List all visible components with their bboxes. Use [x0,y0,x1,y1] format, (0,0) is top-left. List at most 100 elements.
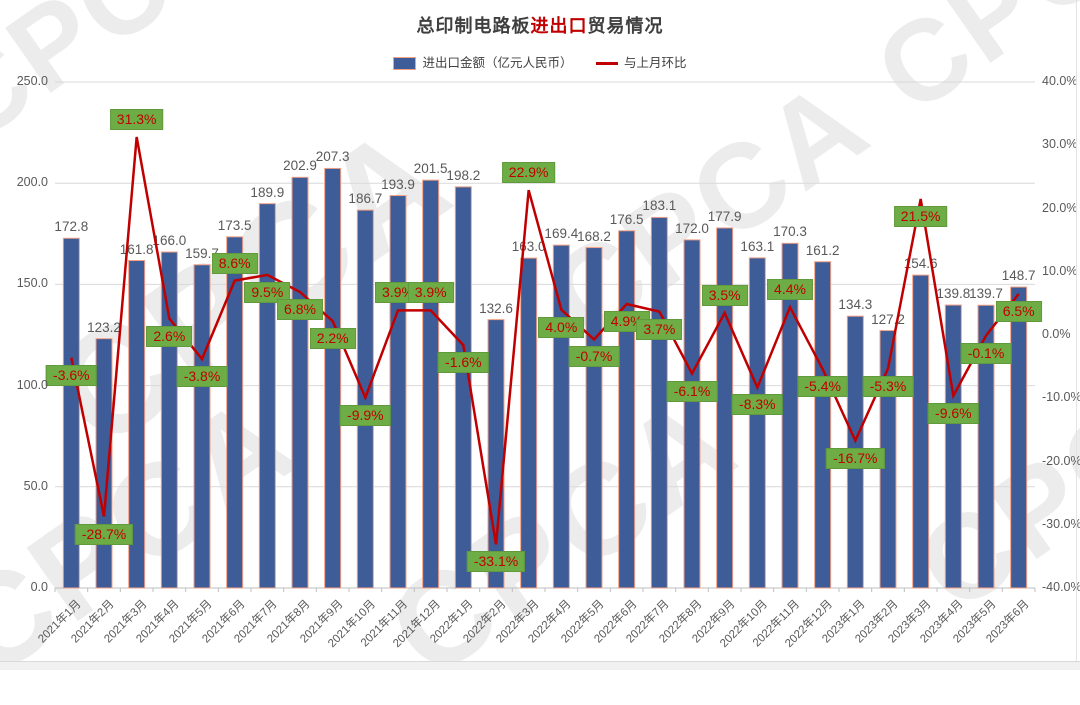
bar-value-label: 123.2 [87,319,121,335]
mom-pct-label: 4.4% [767,279,813,301]
y-right-tick-label: -10.0% [1042,390,1080,405]
right-edge-line [1076,0,1077,661]
bar-value-label: 154.6 [903,256,938,272]
bar-2021年3月 [128,260,146,589]
bar-value-label: 163.1 [740,238,775,254]
bottom-strip [0,661,1080,670]
y-left-tick-label: 50.0 [23,478,48,493]
mom-pct-label: -0.1% [960,342,1012,364]
mom-pct-label: -5.3% [862,375,914,397]
legend-item-mom: 与上月环比 [595,52,687,71]
bar-2021年9月 [324,167,342,589]
mom-pct-label: -28.7% [74,523,134,545]
mom-pct-label: 6.5% [995,300,1042,322]
mom-pct-label: 22.9% [501,162,556,184]
mom-pct-label: -33.1% [466,551,526,573]
chart-legend: 进出口金额（亿元人民币） 与上月环比 [0,52,1080,71]
y-right-tick-label: 0.0% [1042,327,1071,341]
mom-pct-label: 3.7% [636,318,683,340]
bar-value-label: 189.9 [250,184,285,200]
legend-item-amount: 进出口金额（亿元人民币） [393,52,573,71]
mom-pct-label: -9.9% [340,404,391,426]
chart-title: 总印制电路板进出口贸易情况 [0,12,1080,38]
bar-series-swatch-icon [393,57,417,71]
y-left-tick-label: 0.0 [30,580,48,594]
mom-pct-label: -8.3% [732,394,783,416]
mom-pct-label: 31.3% [109,109,164,131]
bar-value-label: 132.6 [479,300,513,316]
line-series-swatch-icon [595,62,618,66]
chart-title-suffix: 贸易情况 [587,16,664,36]
mom-pct-label: -9.6% [928,402,979,424]
mom-pct-label: -1.6% [438,352,489,374]
bar-value-label: 168.2 [577,228,611,244]
bar-value-label: 193.9 [381,176,415,192]
y-right-tick-label: 20.0% [1042,200,1078,215]
legend-item-amount-label: 进出口金额（亿元人民币） [422,56,573,70]
mom-pct-label: -3.8% [176,366,228,388]
mom-pct-label: 2.6% [146,325,193,347]
bar-value-label: 170.3 [773,224,807,240]
mom-line-layer [70,136,1020,545]
bar-value-label: 139.8 [936,286,971,302]
bar-value-label: 148.7 [1001,268,1036,284]
mom-pct-label: -3.6% [46,364,97,386]
mom-pct-label: 4.0% [538,316,585,338]
bar-2021年1月 [62,237,80,589]
bar-2021年12月 [422,179,440,589]
bar-2023年5月 [977,304,995,589]
mom-pct-label: -0.7% [568,346,620,368]
chart-title-highlight: 进出口 [530,16,588,36]
bar-value-label: 173.5 [217,217,252,233]
mom-pct-label: 3.5% [701,284,748,306]
bar-2021年5月 [193,264,211,589]
y-right-tick-label: -40.0% [1042,580,1080,594]
bar-value-label: 166.0 [152,233,187,249]
y-left-tick-label: 250.0 [16,74,48,88]
mom-pct-label: 3.9% [407,282,454,304]
mom-pct-label: 2.2% [309,328,356,350]
bar-value-label: 202.9 [283,158,317,174]
mom-pct-label: 6.8% [277,298,323,320]
y-right-tick-label: -20.0% [1042,453,1080,468]
mom-pct-label: 4.9% [603,311,650,332]
bar-value-label: 207.3 [315,149,350,165]
bar-value-label: 172.0 [675,220,709,236]
bar-value-label: 159.7 [185,245,219,261]
bar-value-label: 183.1 [642,198,677,214]
y-left-tick-label: 200.0 [16,175,48,190]
legend-item-mom-label: 与上月环比 [623,56,687,70]
y-left-tick-label: 100.0 [16,377,48,392]
y-left-tick-label: 150.0 [16,276,48,291]
bar-2022年5月 [585,247,603,589]
bar-value-label: 139.7 [969,286,1003,302]
bar-2021年8月 [291,176,309,589]
bar-value-label: 161.2 [805,242,840,258]
y-right-tick-label: 30.0% [1042,137,1078,152]
bar-2022年11月 [781,242,799,589]
bar-2022年12月 [814,261,832,589]
bar-value-label: 198.2 [446,167,481,183]
mom-pct-label: -5.4% [797,376,848,398]
mom-pct-label: 9.5% [244,281,291,303]
y-right-tick-label: -30.0% [1042,516,1080,531]
mom-pct-label: -16.7% [826,447,885,469]
bar-value-label: 176.5 [609,211,644,227]
y-right-tick-label: 10.0% [1042,263,1078,278]
bar-value-label: 201.5 [413,161,448,177]
bar-2022年10月 [748,257,766,589]
bar-2022年3月 [520,257,538,589]
bar-value-label: 134.3 [838,297,873,313]
bar-value-label: 186.7 [348,191,383,207]
bar-2023年6月 [1010,286,1028,589]
bar-2021年6月 [226,236,244,589]
bar-value-label: 163.0 [511,239,546,255]
mom-pct-label: 8.6% [211,252,258,274]
bar-value-label: 172.8 [54,219,89,235]
bar-value-label: 169.4 [544,226,579,242]
bar-value-label: 177.9 [707,208,742,224]
y-right-tick-label: 40.0% [1042,74,1078,88]
mom-pct-label: -6.1% [666,380,718,402]
mom-pct-label: 21.5% [893,206,948,227]
mom-line [70,136,1020,545]
